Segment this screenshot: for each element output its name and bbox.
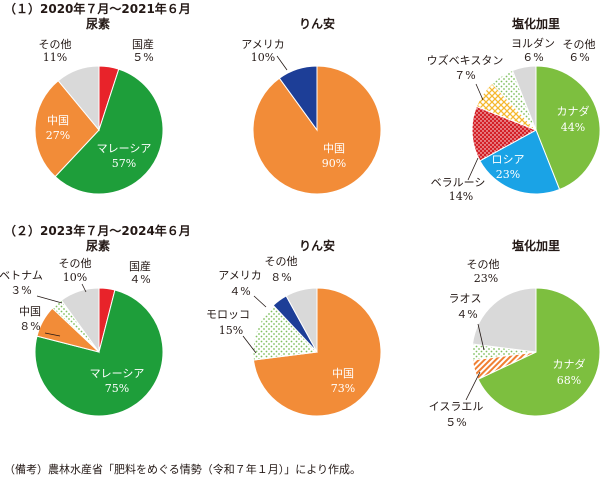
leader-line (477, 323, 485, 351)
leader-line (253, 295, 267, 308)
slice-value: ６% (568, 51, 589, 64)
leader-line (475, 83, 484, 101)
slice-label: ラオス (449, 292, 482, 305)
pie-slice (511, 65, 537, 131)
slice-value: 11% (43, 51, 67, 64)
slice-value: ４% (129, 273, 150, 286)
slice-value: 23% (474, 272, 498, 285)
slice-value: 27% (46, 129, 70, 142)
slice-label: その他 (39, 38, 72, 51)
slice-value: 10% (63, 271, 87, 284)
slice-value: ５% (445, 416, 466, 429)
slice-label: カナダ (553, 357, 586, 371)
slice-label: 中国 (323, 142, 345, 155)
leader-line (242, 335, 257, 354)
pie-slice (34, 289, 164, 417)
slice-label: ロシア (492, 153, 525, 166)
slice-label: 国産 (129, 260, 151, 273)
leader-line (36, 295, 63, 304)
slice-value: 75% (105, 382, 129, 395)
slice-label: その他 (265, 255, 298, 268)
slice-value: ３% (10, 284, 31, 297)
pie-slice (252, 304, 319, 361)
slice-value: 14% (449, 190, 473, 203)
slice-value: ７% (454, 69, 475, 82)
slice-label: ウズベキスタン (427, 53, 504, 67)
slice-value: ８% (19, 320, 40, 333)
slice-label: アメリカ (241, 38, 284, 51)
slice-value: ４% (229, 285, 250, 298)
slice-label: ヨルダン (511, 36, 555, 50)
pie-slice (57, 65, 100, 132)
slice-value: ４% (456, 308, 477, 321)
slice-label: カナダ (557, 104, 590, 118)
slice-value: 90% (322, 157, 346, 170)
slice-label: イスラエル (429, 400, 484, 413)
slice-label: ベラルーシ (431, 176, 486, 189)
slice-value: 73% (331, 382, 355, 395)
slice-label: その他 (467, 258, 500, 271)
slice-value: ６% (522, 51, 543, 64)
leader-line (44, 332, 61, 337)
pie-slice (252, 65, 382, 195)
pie-slice (60, 287, 100, 354)
slice-label: マレーシア (90, 367, 145, 380)
pie-slice (535, 65, 601, 191)
chart-title: 尿素 (86, 238, 110, 253)
slice-value: ５% (132, 51, 153, 64)
slice-label: その他 (59, 257, 92, 270)
slice-label: 中国 (332, 367, 354, 380)
slice-label: 国産 (132, 38, 154, 51)
chart-title: 塩化加里 (512, 238, 560, 253)
slice-label: その他 (563, 38, 596, 51)
pie-slice (54, 68, 164, 195)
chart-title: りん安 (299, 238, 335, 253)
slice-value: ８% (270, 271, 291, 284)
slice-value: 10% (251, 51, 275, 64)
pie-slice (477, 287, 601, 417)
slice-label: アメリカ (218, 269, 261, 282)
chart-title: りん安 (299, 16, 335, 31)
slice-label: 中国 (47, 114, 69, 127)
slice-value: 57% (112, 157, 136, 170)
leader-line (465, 371, 481, 401)
pie-slice (34, 79, 100, 178)
slice-label: 中国 (19, 305, 41, 318)
source-note: （備考）農林水産省「肥料をめぐる情勢（令和７年１月）」により作成。 (4, 463, 362, 476)
chart-title: 尿素 (86, 16, 110, 31)
leader-line (276, 55, 288, 71)
section-title-1: （１）2020年７月～2021年６月 (4, 2, 191, 16)
section-title-2: （２）2023年７月～2024年６月 (4, 224, 191, 238)
chart-title: 塩化加里 (512, 16, 560, 31)
slice-value: 44% (561, 121, 585, 134)
slice-label: モロッコ (206, 308, 250, 321)
leader-line (467, 157, 479, 181)
leader-line (81, 283, 87, 293)
pie-slice (479, 129, 561, 195)
slice-value: 15% (219, 324, 243, 337)
slice-label: ベトナム (0, 269, 43, 282)
pie-slice (278, 65, 318, 132)
slice-label: マレーシア (97, 142, 152, 155)
slice-value: 68% (557, 374, 581, 387)
pie-slice (285, 287, 318, 353)
slice-value: 23% (496, 168, 520, 181)
pie-slice (471, 105, 538, 162)
pie-slice (471, 287, 537, 353)
